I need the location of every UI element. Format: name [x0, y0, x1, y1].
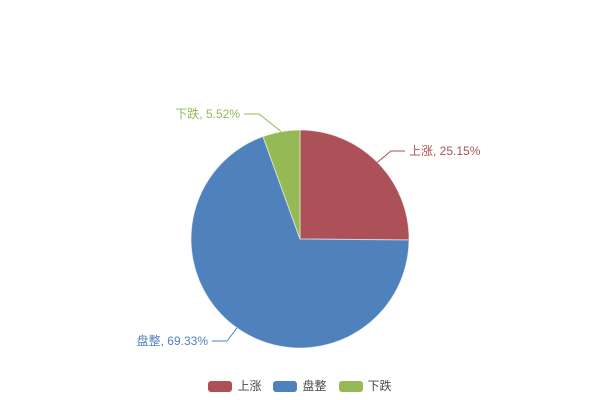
slice-label-0: 上涨, 25.15%	[409, 143, 481, 158]
slice-label-1: 盘整, 69.33%	[137, 333, 209, 348]
legend-label-2: 下跌	[367, 379, 392, 393]
legend-item-0[interactable]: 上涨	[208, 380, 261, 393]
pie-slice-0[interactable]	[299, 129, 410, 241]
legend-swatch-0	[208, 381, 233, 392]
legend-swatch-2	[338, 381, 363, 392]
slice-label-2: 下跌, 5.52%	[175, 106, 240, 121]
legend-swatch-1	[273, 381, 298, 392]
legend-item-1[interactable]: 盘整	[273, 379, 327, 393]
label-line-0	[377, 150, 405, 163]
label-line-2	[244, 113, 282, 132]
legend-label-1: 盘整	[302, 379, 327, 393]
legend-label-0: 上涨	[237, 379, 262, 393]
pie-slice-1[interactable]	[190, 135, 410, 349]
legend: 上涨 盘整 下跌	[0, 380, 600, 393]
pie-slice-2[interactable]	[262, 129, 301, 240]
label-line-1	[212, 327, 238, 342]
legend-item-2[interactable]: 下跌	[338, 379, 392, 393]
